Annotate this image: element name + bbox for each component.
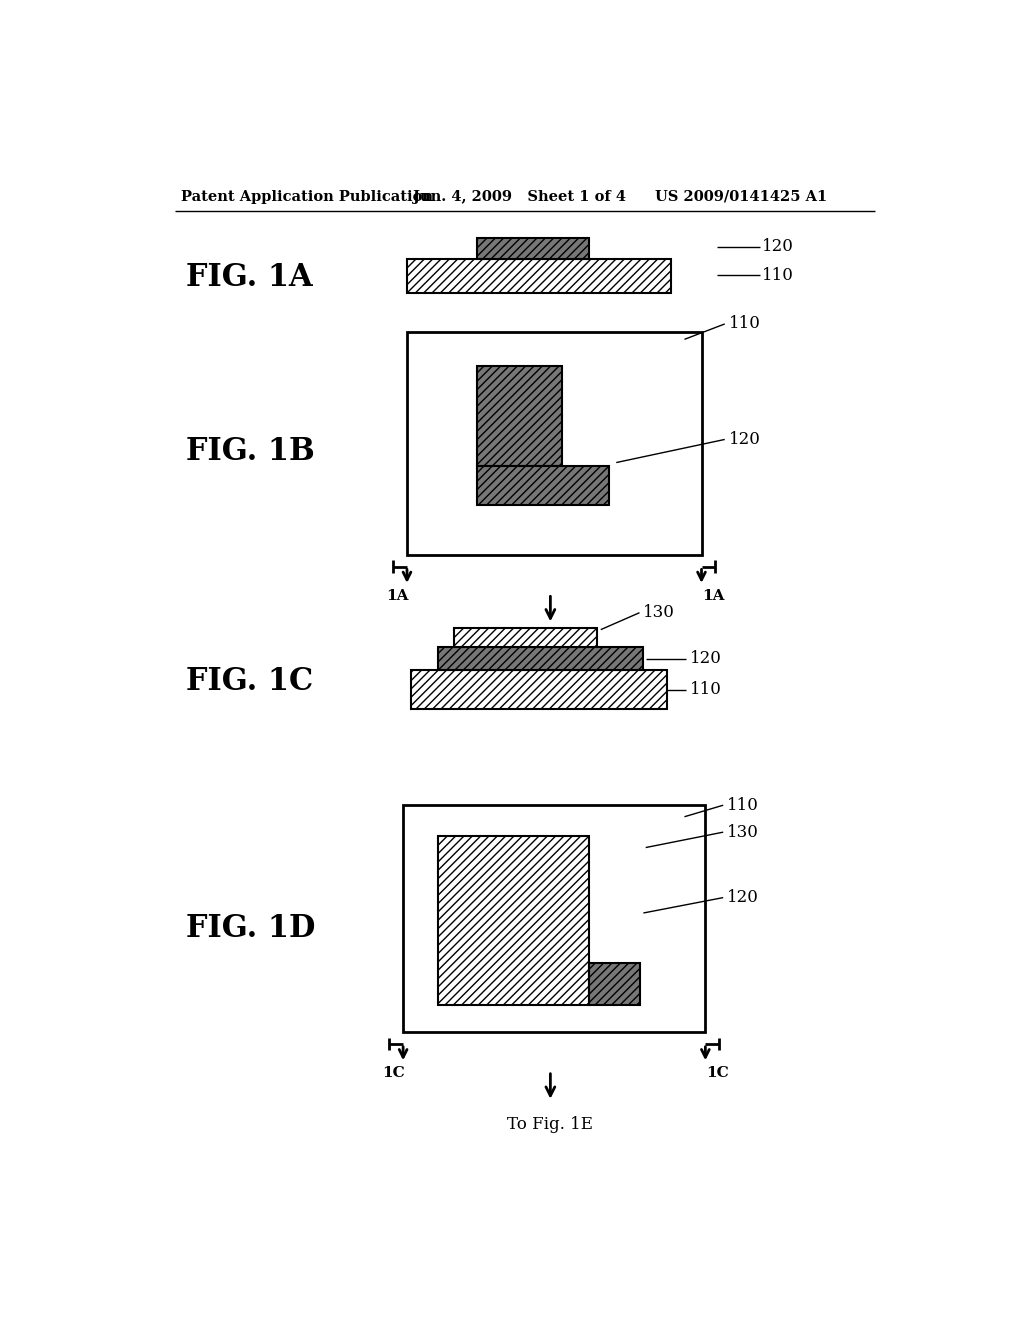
Bar (477, 367, 562, 466)
Bar (403, 805, 706, 1032)
Text: 1C: 1C (382, 1067, 406, 1080)
Text: 1A: 1A (386, 589, 409, 603)
Text: US 2009/0141425 A1: US 2009/0141425 A1 (655, 190, 827, 203)
Bar (438, 836, 589, 1006)
Bar (411, 671, 667, 709)
Bar (477, 238, 589, 259)
Bar (589, 964, 640, 1006)
Text: Patent Application Publication: Patent Application Publication (180, 190, 433, 203)
Text: FIG. 1B: FIG. 1B (186, 436, 314, 466)
Text: 110: 110 (762, 267, 794, 284)
Text: FIG. 1C: FIG. 1C (186, 667, 313, 697)
Text: 110: 110 (727, 797, 759, 813)
Text: Jun. 4, 2009   Sheet 1 of 4: Jun. 4, 2009 Sheet 1 of 4 (414, 190, 627, 203)
Text: FIG. 1A: FIG. 1A (186, 263, 312, 293)
Text: 110: 110 (729, 315, 761, 333)
Text: 120: 120 (762, 239, 794, 256)
Text: To Fig. 1E: To Fig. 1E (507, 1117, 593, 1134)
Bar (407, 259, 671, 293)
Bar (438, 647, 643, 671)
Text: 1A: 1A (702, 589, 725, 603)
Bar (454, 628, 597, 647)
Text: 120: 120 (729, 430, 761, 447)
Text: 130: 130 (727, 824, 759, 841)
Text: 120: 120 (727, 890, 759, 906)
Text: 110: 110 (690, 681, 722, 698)
Text: 120: 120 (690, 651, 722, 668)
Bar (407, 331, 701, 554)
Bar (477, 466, 608, 506)
Text: 1C: 1C (707, 1067, 729, 1080)
Text: FIG. 1D: FIG. 1D (186, 913, 315, 944)
Text: 130: 130 (643, 605, 675, 622)
